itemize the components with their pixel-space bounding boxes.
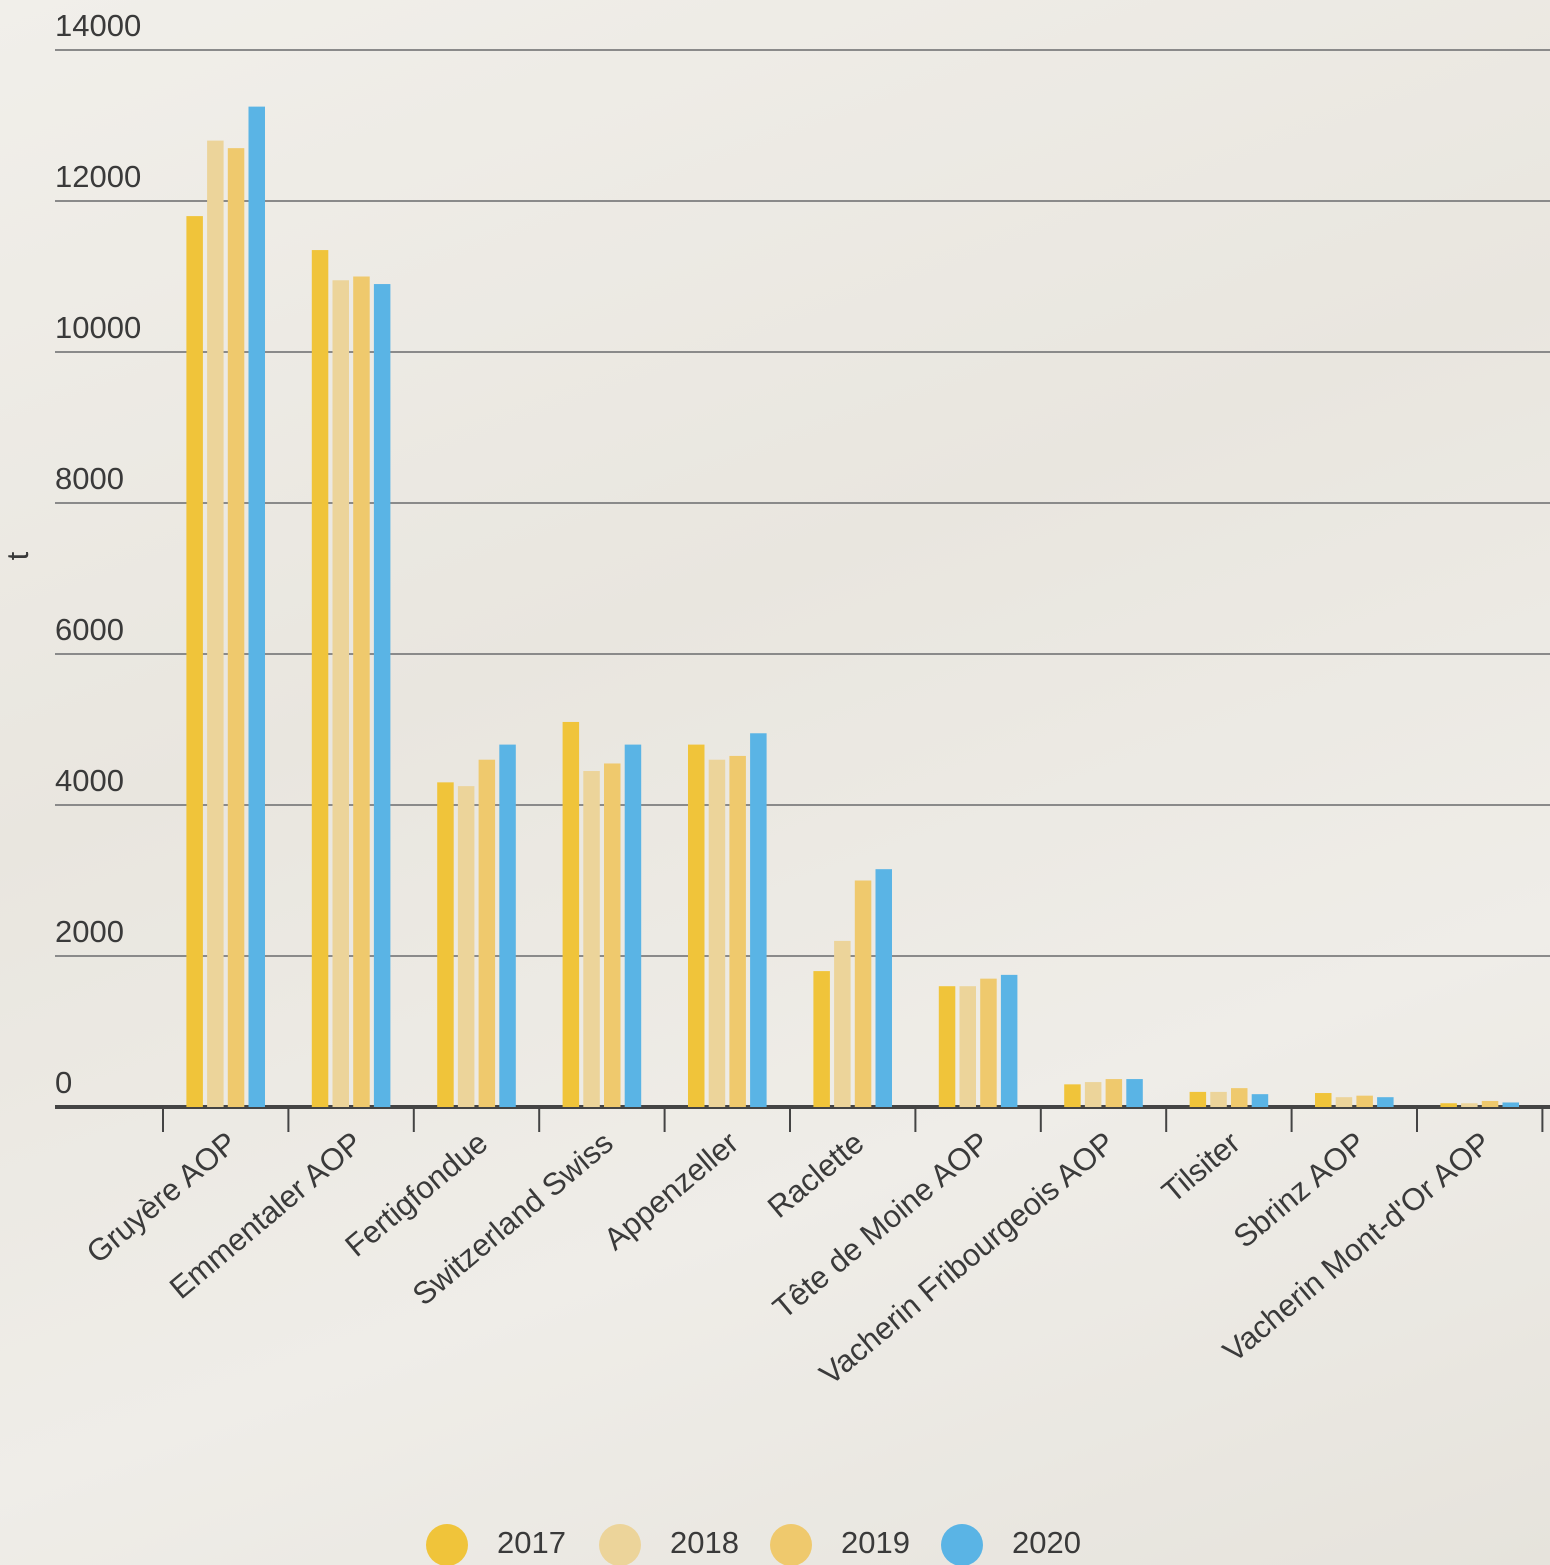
y-axis-label: t — [0, 551, 35, 560]
legend-label: 2020 — [1012, 1525, 1081, 1560]
y-tick-label: 14000 — [55, 8, 141, 43]
legend-label: 2019 — [841, 1525, 910, 1560]
bar — [1126, 1079, 1143, 1107]
bar — [1461, 1103, 1478, 1107]
bar — [1190, 1092, 1207, 1107]
bar — [333, 280, 350, 1107]
bar — [939, 986, 956, 1107]
bar — [876, 869, 893, 1107]
bar — [1336, 1097, 1353, 1107]
bar — [980, 979, 997, 1107]
bar — [688, 745, 705, 1107]
bar — [312, 250, 329, 1107]
y-tick-label: 0 — [55, 1065, 72, 1100]
y-tick-label: 8000 — [55, 461, 124, 496]
bar — [1210, 1092, 1227, 1107]
x-tick-label: Raclette — [761, 1125, 871, 1225]
bar — [479, 760, 496, 1107]
x-tick-label: Tête de Moine AOP — [766, 1125, 996, 1326]
legend-swatch — [599, 1524, 641, 1565]
bar — [458, 786, 475, 1107]
y-tick-label: 6000 — [55, 612, 124, 647]
bar — [563, 722, 580, 1107]
bar — [249, 107, 266, 1107]
bar — [729, 756, 746, 1107]
bar — [1252, 1094, 1269, 1107]
legend-swatch — [941, 1524, 983, 1565]
y-tick-label: 2000 — [55, 914, 124, 949]
bar — [813, 971, 830, 1107]
bar — [1482, 1101, 1499, 1107]
bar — [353, 277, 370, 1108]
x-tick-label: Tilsiter — [1155, 1125, 1247, 1210]
bar — [1356, 1096, 1373, 1107]
bar — [750, 733, 767, 1107]
bar — [960, 986, 977, 1107]
bar — [1064, 1084, 1081, 1107]
x-tick-label: Appenzeller — [597, 1125, 745, 1257]
bar — [207, 141, 224, 1107]
bar — [604, 763, 621, 1107]
bar — [1085, 1082, 1102, 1107]
y-tick-label: 4000 — [55, 763, 124, 798]
bar — [1377, 1097, 1394, 1107]
bar — [1315, 1093, 1332, 1107]
legend-swatch — [770, 1524, 812, 1565]
bar — [834, 941, 851, 1107]
legend-label: 2017 — [497, 1525, 566, 1560]
legend-label: 2018 — [670, 1525, 739, 1560]
bar — [1440, 1103, 1457, 1107]
bar — [499, 745, 516, 1107]
bar — [1106, 1079, 1123, 1107]
bar — [625, 745, 642, 1107]
bar — [1001, 975, 1018, 1107]
bar — [1503, 1102, 1520, 1107]
bar — [228, 148, 245, 1107]
bar — [374, 284, 391, 1107]
bar — [437, 782, 454, 1107]
legend-swatch — [426, 1524, 468, 1565]
chart: t 02000400060008000100001200014000Gruyèr… — [0, 0, 1550, 1565]
bar — [855, 881, 872, 1108]
bar — [1231, 1088, 1248, 1107]
bar — [709, 760, 726, 1107]
bar — [583, 771, 600, 1107]
bar — [186, 216, 203, 1107]
y-tick-label: 12000 — [55, 159, 141, 194]
y-tick-label: 10000 — [55, 310, 141, 345]
